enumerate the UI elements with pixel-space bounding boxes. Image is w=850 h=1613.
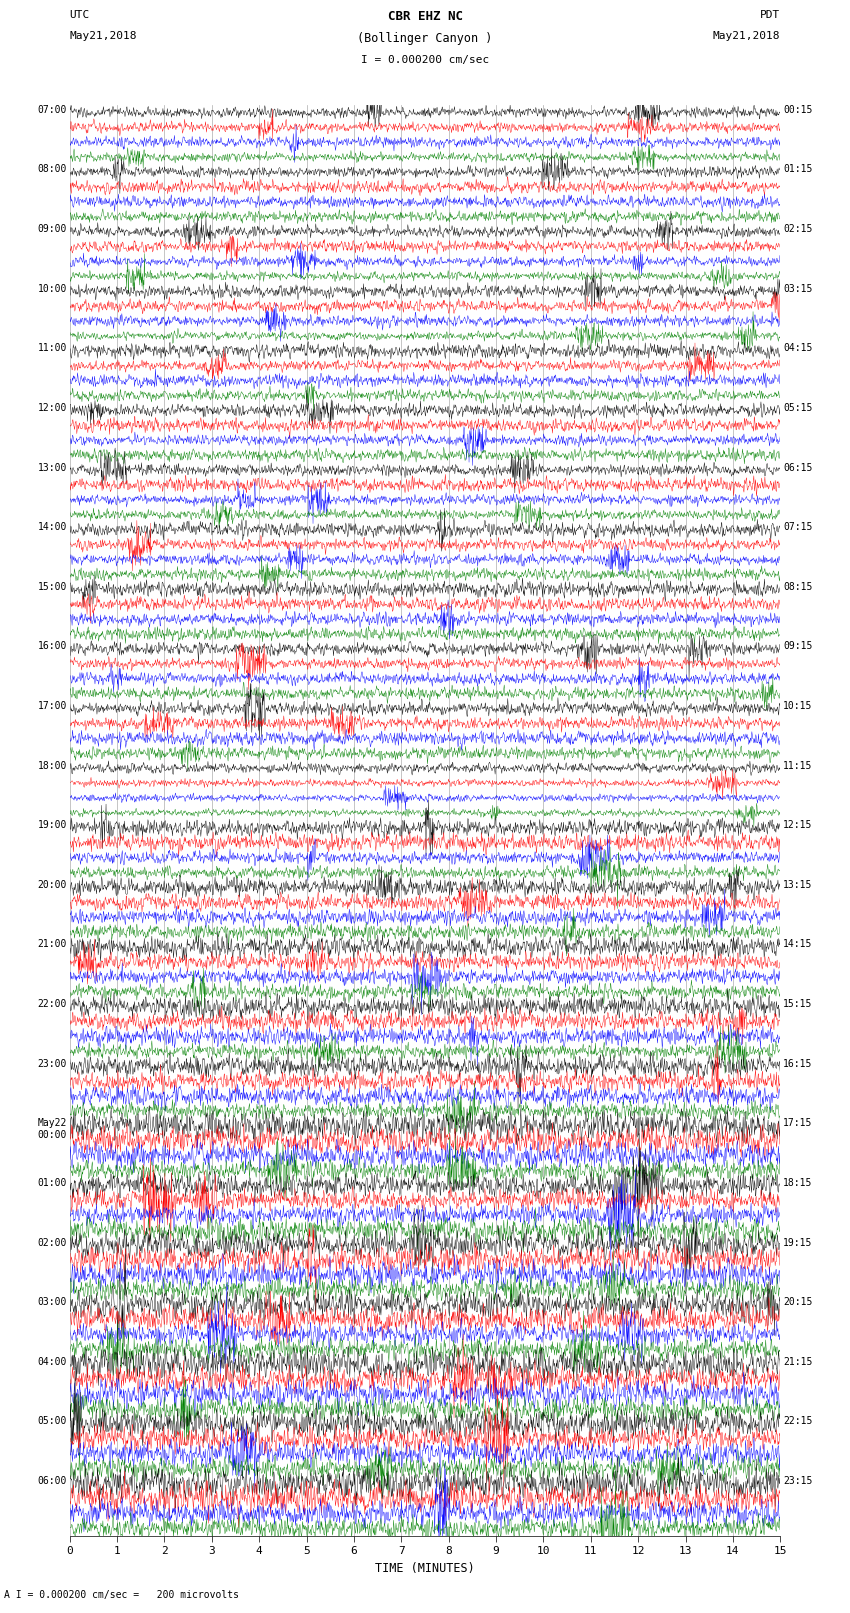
Text: UTC: UTC — [70, 10, 90, 19]
Text: May21,2018: May21,2018 — [713, 31, 780, 40]
X-axis label: TIME (MINUTES): TIME (MINUTES) — [375, 1561, 475, 1574]
Text: May21,2018: May21,2018 — [70, 31, 137, 40]
Text: (Bollinger Canyon ): (Bollinger Canyon ) — [357, 32, 493, 45]
Text: A I = 0.000200 cm/sec =   200 microvolts: A I = 0.000200 cm/sec = 200 microvolts — [4, 1590, 239, 1600]
Text: PDT: PDT — [760, 10, 780, 19]
Text: I = 0.000200 cm/sec: I = 0.000200 cm/sec — [361, 55, 489, 65]
Text: CBR EHZ NC: CBR EHZ NC — [388, 10, 462, 23]
